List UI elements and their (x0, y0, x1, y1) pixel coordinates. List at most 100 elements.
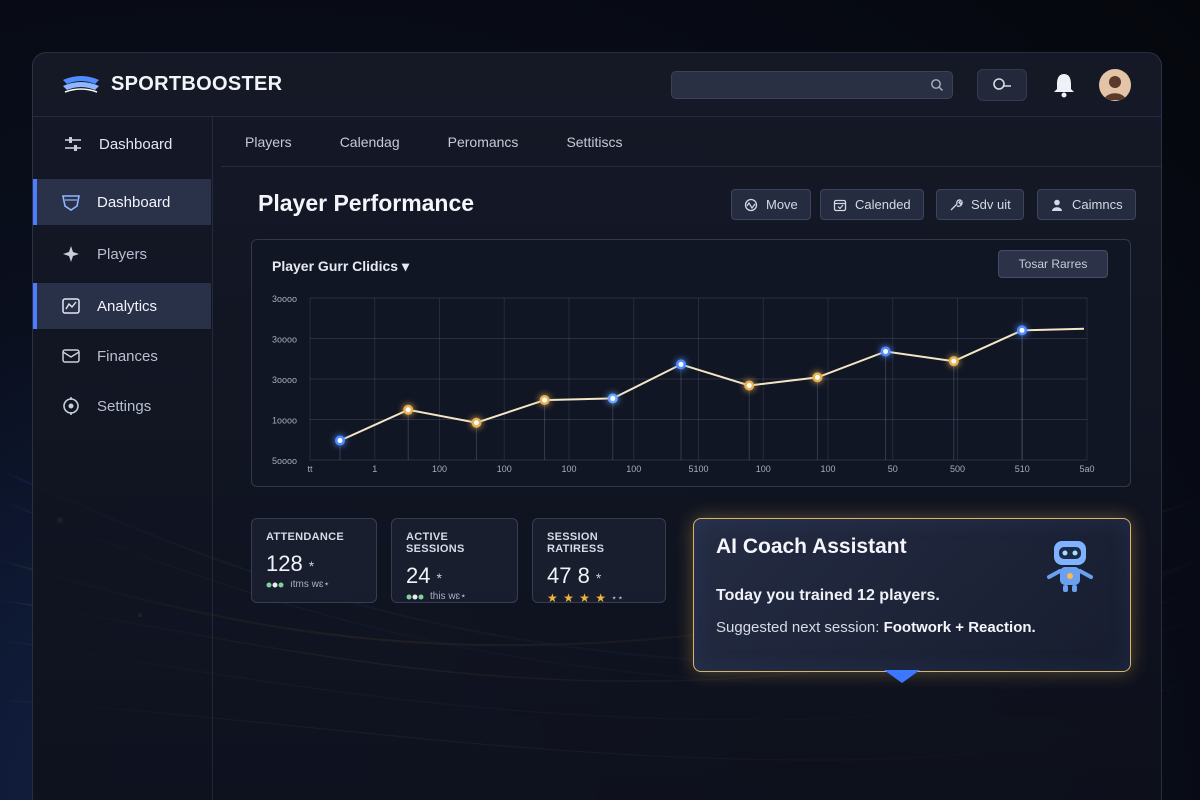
sidebar-item-dashboard-header[interactable]: Dashboard (33, 121, 211, 167)
search-icon[interactable] (930, 78, 944, 92)
stat-card-attendance: ATTENDANCE 128 * ıtms wɛ⋆ (251, 518, 377, 603)
stat-value: 128 * (266, 551, 362, 577)
edit-button[interactable]: Sdv uit (936, 189, 1024, 220)
sidebar-item-label: Players (97, 245, 148, 263)
data-point-core (473, 420, 479, 426)
gear-icon (63, 397, 79, 415)
user-icon (1052, 199, 1062, 211)
x-tick-label: 50 (888, 464, 898, 474)
x-tick-label: 510 (1015, 464, 1030, 474)
tab-players[interactable]: Players (245, 133, 292, 150)
quick-search-button[interactable] (977, 69, 1027, 101)
y-tick-label: 1oooo (272, 416, 297, 426)
x-tick-label: 100 (756, 464, 771, 474)
y-tick-label: 3oooo (272, 375, 297, 385)
search-input[interactable] (672, 72, 952, 98)
top-bar: SPORTBOOSTER (33, 53, 1161, 117)
trend-people-icon (266, 582, 284, 587)
stat-card-session-rating: SESSION RATIRESS 47 8 * ★ ★ ★ ★ ⋆⋆ (532, 518, 666, 605)
tab-calendar[interactable]: Calendag (339, 133, 400, 150)
avatar-person-icon (1104, 76, 1126, 100)
page-title: Player Performance (258, 190, 475, 216)
x-tick-label: 1 (372, 464, 377, 474)
sidebar-item-analytics[interactable]: Analytics (33, 283, 211, 329)
stat-footnote: this wɛ⋆ (406, 591, 503, 602)
tab-performance[interactable]: Peromancs (447, 133, 519, 150)
x-tick-label: 5100 (688, 464, 708, 474)
contacts-button[interactable]: Caimncs (1037, 189, 1136, 220)
sidebar-item-label: Dashboard (97, 193, 171, 211)
stat-value: 24 * (406, 563, 503, 589)
chart-title[interactable]: Player Gurr Clidics ▾ (272, 258, 409, 274)
sidebar: Dashboard Dashboard Players Analytics (33, 117, 213, 800)
data-point-core (951, 358, 957, 364)
stat-label: SESSION RATIRESS (547, 531, 605, 555)
sidebar-item-players[interactable]: Players (33, 231, 211, 277)
app-window: SPORTBOOSTER (32, 52, 1162, 800)
performance-chart-card: 5oooo 1oooo 3oooo 3oooo 3oooo tt 1 100 100 100 100… (251, 239, 1131, 487)
sidebar-item-settings[interactable]: Settings (33, 383, 211, 429)
ai-suggestion-focus: Footwork + Reaction. (883, 619, 1036, 636)
pulse-icon (744, 198, 758, 211)
stat-value: 47 8 * (547, 563, 651, 589)
stat-number: 24 (406, 563, 431, 588)
brand-name: SPORTBOOSTER (111, 73, 283, 95)
calendar-button[interactable]: Calended (820, 189, 924, 220)
series-line (339, 327, 1085, 442)
chart-box-icon (62, 298, 80, 314)
ai-summary: Today you trained 12 players. (716, 587, 940, 604)
stat-footnote: ıtms wɛ⋆ (266, 579, 362, 590)
wrench-icon (950, 198, 963, 210)
sidebar-item-label: Settings (97, 397, 152, 415)
ai-suggestion: Suggested next session: Footwork + React… (716, 619, 1108, 636)
x-tick-label: 100 (561, 464, 576, 474)
action-label: Sdv uit (971, 197, 1011, 212)
brand-logo[interactable]: SPORTBOOSTER (61, 73, 282, 96)
tab-statistics[interactable]: Settitiscs (566, 133, 623, 150)
sidebar-item-label: Dashboard (99, 135, 173, 153)
stat-footnote: ★ ★ ★ ★ ⋆⋆ (547, 591, 651, 605)
ai-coach-card[interactable]: AI Coach Assistant Today you trained 12 … (693, 518, 1131, 683)
notification-bell-icon[interactable] (1051, 71, 1077, 99)
chart-filter-button[interactable]: Tosar Rarres (998, 250, 1108, 278)
sidebar-item-label: Finances (97, 347, 158, 365)
stat-card-active-sessions: ACTIVE SESSIONS 24 * this wɛ⋆ (391, 518, 518, 603)
action-label: Move (766, 197, 798, 212)
sidebar-item-dashboard[interactable]: Dashboard (33, 179, 211, 225)
data-point-core (1019, 327, 1025, 333)
trend-people-icon (406, 594, 424, 599)
y-tick-label: 3oooo (272, 335, 297, 345)
x-tick-label: 5a0 (1079, 464, 1094, 474)
robot-assistant-icon (1047, 541, 1093, 592)
performance-line-chart: 5oooo 1oooo 3oooo 3oooo 3oooo tt 1 100 100 100 100… (272, 294, 1095, 474)
calendar-icon (833, 199, 847, 211)
data-point-core (337, 438, 343, 444)
x-tick-label: 100 (497, 464, 512, 474)
data-point-core (746, 382, 752, 388)
data-point-core (814, 374, 820, 380)
stat-number: 128 (266, 551, 303, 576)
x-tick-label: 100 (820, 464, 835, 474)
x-tick-label: 500 (950, 464, 965, 474)
search-key-icon (993, 78, 1011, 90)
data-point-core (405, 407, 411, 413)
user-avatar[interactable] (1099, 69, 1131, 101)
y-tick-label: 5oooo (272, 456, 297, 466)
stat-suffix: * (595, 570, 602, 586)
stat-suffix: * (308, 558, 315, 574)
data-point-core (542, 397, 548, 403)
top-tabs: Players Calendag Peromancs Settitiscs (221, 117, 1161, 167)
ai-coach-title: AI Coach Assistant (716, 535, 907, 558)
search-box[interactable] (671, 71, 953, 99)
sidebar-item-finances[interactable]: Finances (33, 333, 211, 379)
move-button[interactable]: Move (731, 189, 811, 220)
y-tick-label: 3oooo (272, 294, 297, 304)
x-tick-label: 100 (432, 464, 447, 474)
ai-suggestion-prefix: Suggested next session: (716, 619, 884, 636)
stat-label: ATTENDANCE (266, 531, 344, 543)
rating-stars: ★ ★ ★ ★ (547, 591, 608, 605)
envelope-icon (62, 349, 80, 363)
data-point-core (610, 395, 616, 401)
sidebar-item-label: Analytics (97, 297, 158, 315)
equalizer-icon (65, 137, 81, 151)
